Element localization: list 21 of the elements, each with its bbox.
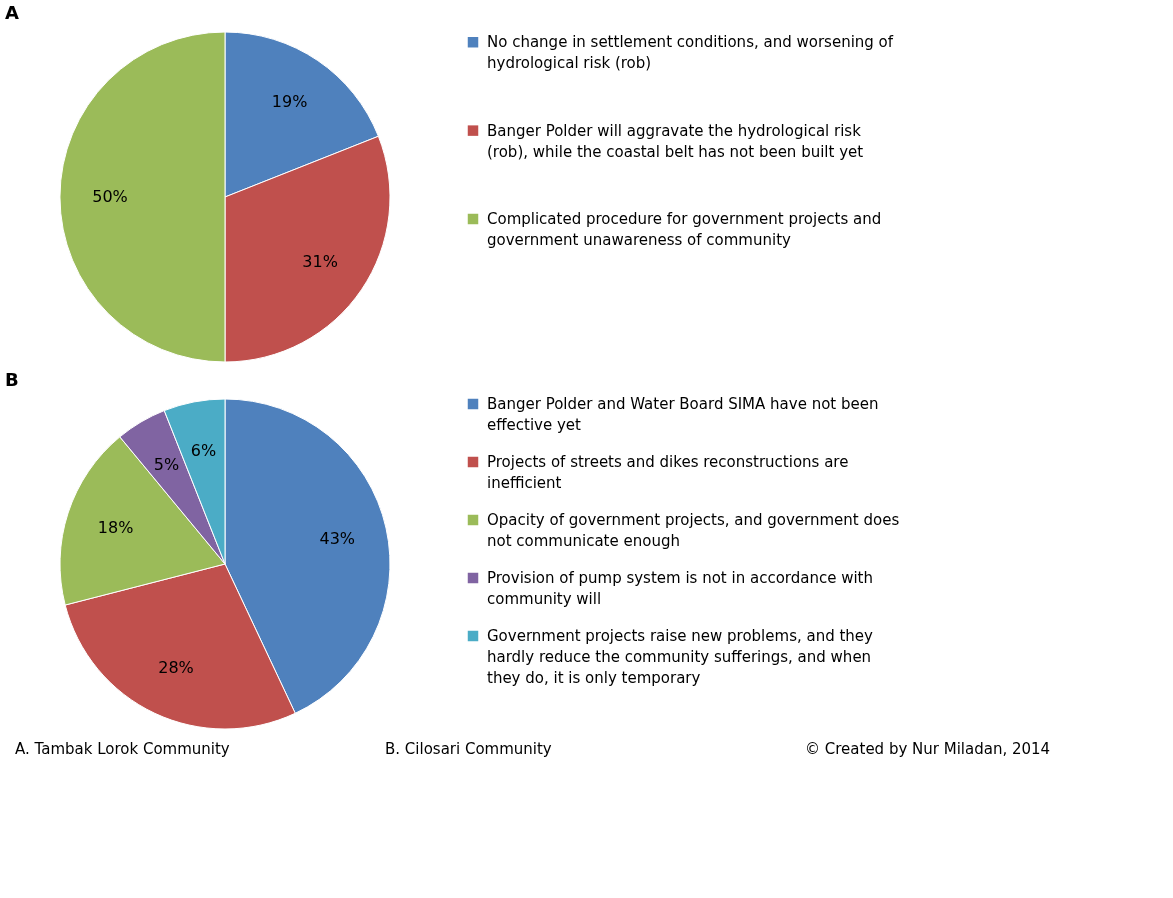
legend-label: Complicated procedure for government projects and government unawareness of community — [487, 210, 882, 249]
legend-label: Government projects raise new problems, and they hardly reduce the community sufferings, and when they do, it is only temporary — [487, 627, 874, 687]
data-label: 43% — [319, 528, 356, 548]
text: A. Tambak Lorok Community — [15, 740, 230, 758]
data-label: 6% — [190, 441, 217, 461]
data-label: 5% — [153, 455, 180, 475]
chart-title: A — [5, 2, 19, 23]
data-label: 28% — [158, 658, 194, 678]
text: B. Cilosari Community — [385, 740, 552, 758]
legend-label: Provision of pump system is not in accordance with community will — [487, 569, 874, 608]
legend-label: Banger Polder will aggravate the hydrological risk (rob), while the coastal belt has not been built yet — [487, 121, 864, 161]
legend-label: Banger Polder and Water Board SIMA have not been effective yet — [487, 395, 879, 434]
legend-label: Opacity of government projects, and government does not communicate enough — [487, 511, 900, 550]
chart-title: B — [5, 369, 19, 390]
data-label: 19% — [271, 91, 308, 111]
legend-label: Projects of streets and dikes reconstructions are inefficient — [487, 453, 849, 492]
data-label: 50% — [92, 187, 128, 206]
legend-label: No change in settlement conditions, and worsening of hydrological risk (rob) — [487, 33, 894, 73]
data-label: 18% — [97, 518, 134, 538]
text: © Created by Nur Miladan, 2014 — [805, 740, 1051, 758]
data-label: 31% — [302, 251, 338, 271]
